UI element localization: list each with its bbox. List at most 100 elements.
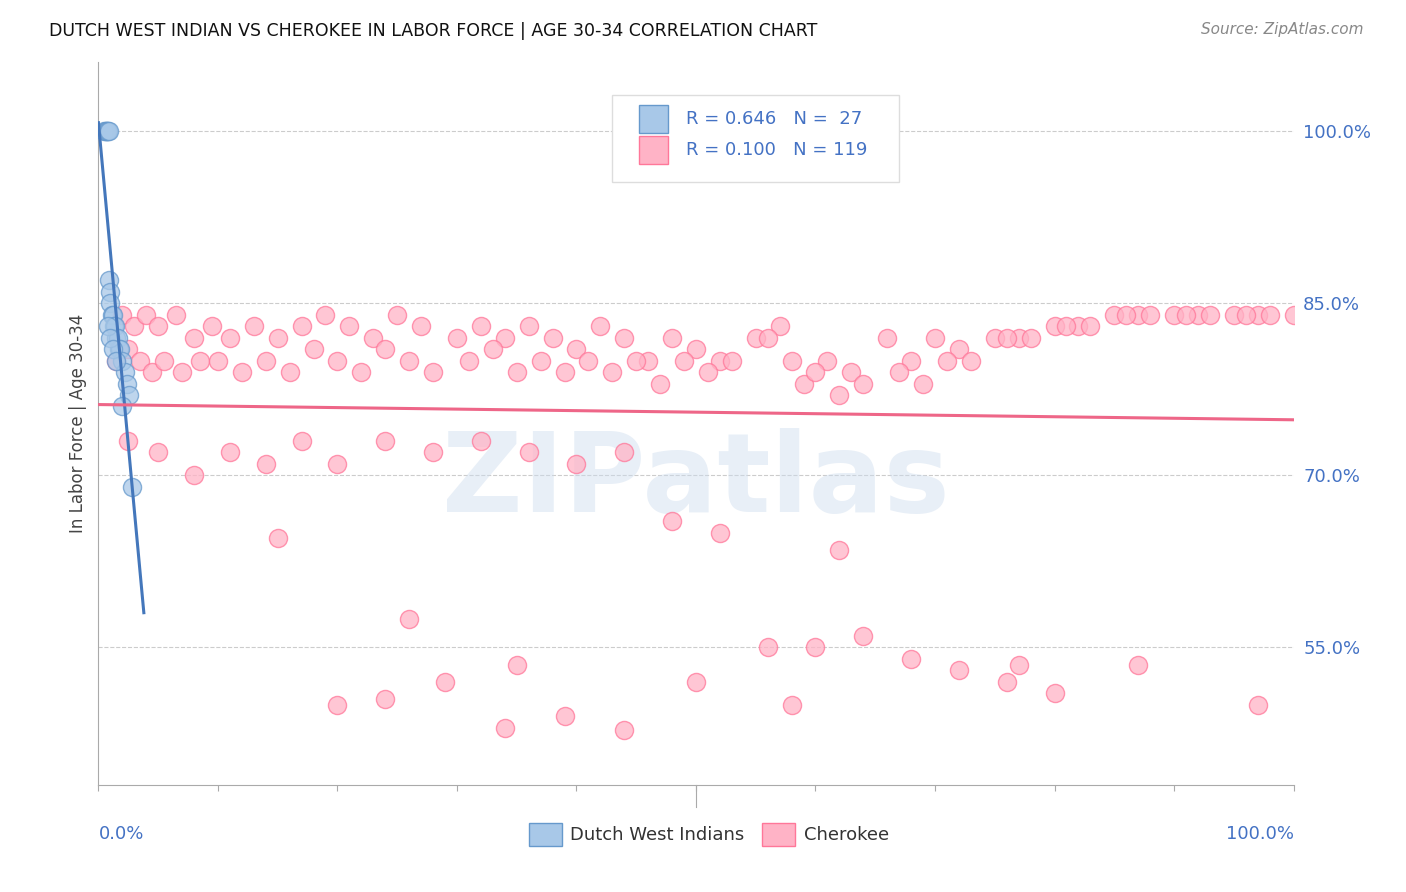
Point	[841, 365, 863, 379]
Point	[104, 319, 127, 334]
Point	[93, 124, 115, 138]
Point	[1043, 319, 1066, 334]
Point	[1067, 319, 1090, 334]
FancyBboxPatch shape	[638, 136, 668, 163]
Point	[129, 353, 152, 368]
Point	[661, 331, 683, 345]
Point	[828, 388, 851, 402]
Point	[446, 331, 468, 345]
Point	[172, 365, 194, 379]
Point	[1008, 331, 1031, 345]
Point	[1104, 308, 1126, 322]
Point	[602, 365, 624, 379]
Point	[900, 353, 922, 368]
Point	[852, 376, 875, 391]
Point	[105, 353, 128, 368]
Point	[1282, 308, 1305, 322]
Point	[98, 285, 122, 299]
Point	[517, 319, 540, 334]
Text: DUTCH WEST INDIAN VS CHEROKEE IN LABOR FORCE | AGE 30-34 CORRELATION CHART: DUTCH WEST INDIAN VS CHEROKEE IN LABOR F…	[49, 22, 817, 40]
Point	[278, 365, 301, 379]
Point	[876, 331, 898, 345]
Point	[995, 331, 1018, 345]
FancyBboxPatch shape	[638, 105, 668, 133]
FancyBboxPatch shape	[762, 823, 796, 847]
Y-axis label: In Labor Force | Age 30-34: In Labor Force | Age 30-34	[69, 314, 87, 533]
Point	[107, 342, 129, 356]
Point	[219, 331, 242, 345]
Point	[100, 308, 122, 322]
Point	[374, 434, 396, 448]
Text: Dutch West Indians: Dutch West Indians	[571, 826, 745, 844]
Point	[363, 331, 385, 345]
Point	[1258, 308, 1281, 322]
Point	[411, 319, 433, 334]
Text: Source: ZipAtlas.com: Source: ZipAtlas.com	[1201, 22, 1364, 37]
Point	[709, 525, 731, 540]
Point	[828, 542, 851, 557]
Point	[117, 342, 139, 356]
Point	[291, 434, 314, 448]
Point	[494, 331, 516, 345]
Point	[111, 353, 134, 368]
Point	[398, 612, 420, 626]
Point	[231, 365, 253, 379]
Point	[530, 353, 553, 368]
FancyBboxPatch shape	[529, 823, 562, 847]
FancyBboxPatch shape	[613, 95, 900, 182]
Point	[1223, 308, 1246, 322]
Point	[254, 353, 277, 368]
Point	[326, 457, 349, 471]
Point	[1043, 686, 1066, 700]
Point	[1008, 657, 1031, 672]
Point	[339, 319, 361, 334]
Point	[326, 698, 349, 712]
Point	[613, 331, 636, 345]
Point	[804, 640, 827, 655]
Point	[148, 319, 170, 334]
Point	[111, 308, 134, 322]
Point	[948, 663, 970, 677]
Point	[1247, 698, 1270, 712]
Point	[118, 388, 141, 402]
Point	[1056, 319, 1078, 334]
Point	[889, 365, 911, 379]
Point	[815, 353, 838, 368]
Point	[506, 657, 529, 672]
Point	[768, 319, 790, 334]
Point	[326, 353, 349, 368]
Point	[374, 692, 396, 706]
Point	[302, 342, 325, 356]
Point	[374, 342, 396, 356]
Point	[98, 124, 121, 138]
Text: 100.0%: 100.0%	[1226, 825, 1294, 843]
Point	[924, 331, 946, 345]
Point	[685, 674, 707, 689]
Point	[565, 342, 588, 356]
Point	[911, 376, 934, 391]
Text: R = 0.646   N =  27: R = 0.646 N = 27	[686, 110, 863, 128]
Point	[124, 319, 146, 334]
Point	[315, 308, 337, 322]
Point	[243, 319, 266, 334]
Point	[1080, 319, 1102, 334]
Point	[685, 342, 707, 356]
Point	[94, 124, 117, 138]
Point	[554, 365, 576, 379]
Point	[626, 353, 648, 368]
Point	[98, 296, 122, 310]
Point	[141, 365, 163, 379]
Point	[804, 365, 827, 379]
Point	[207, 353, 229, 368]
Point	[98, 273, 121, 287]
Point	[458, 353, 481, 368]
Point	[97, 124, 120, 138]
Point	[114, 365, 136, 379]
Point	[1163, 308, 1185, 322]
Point	[219, 445, 242, 459]
Point	[1115, 308, 1137, 322]
Point	[637, 353, 659, 368]
Point	[121, 480, 143, 494]
Point	[350, 365, 373, 379]
Point	[780, 353, 803, 368]
